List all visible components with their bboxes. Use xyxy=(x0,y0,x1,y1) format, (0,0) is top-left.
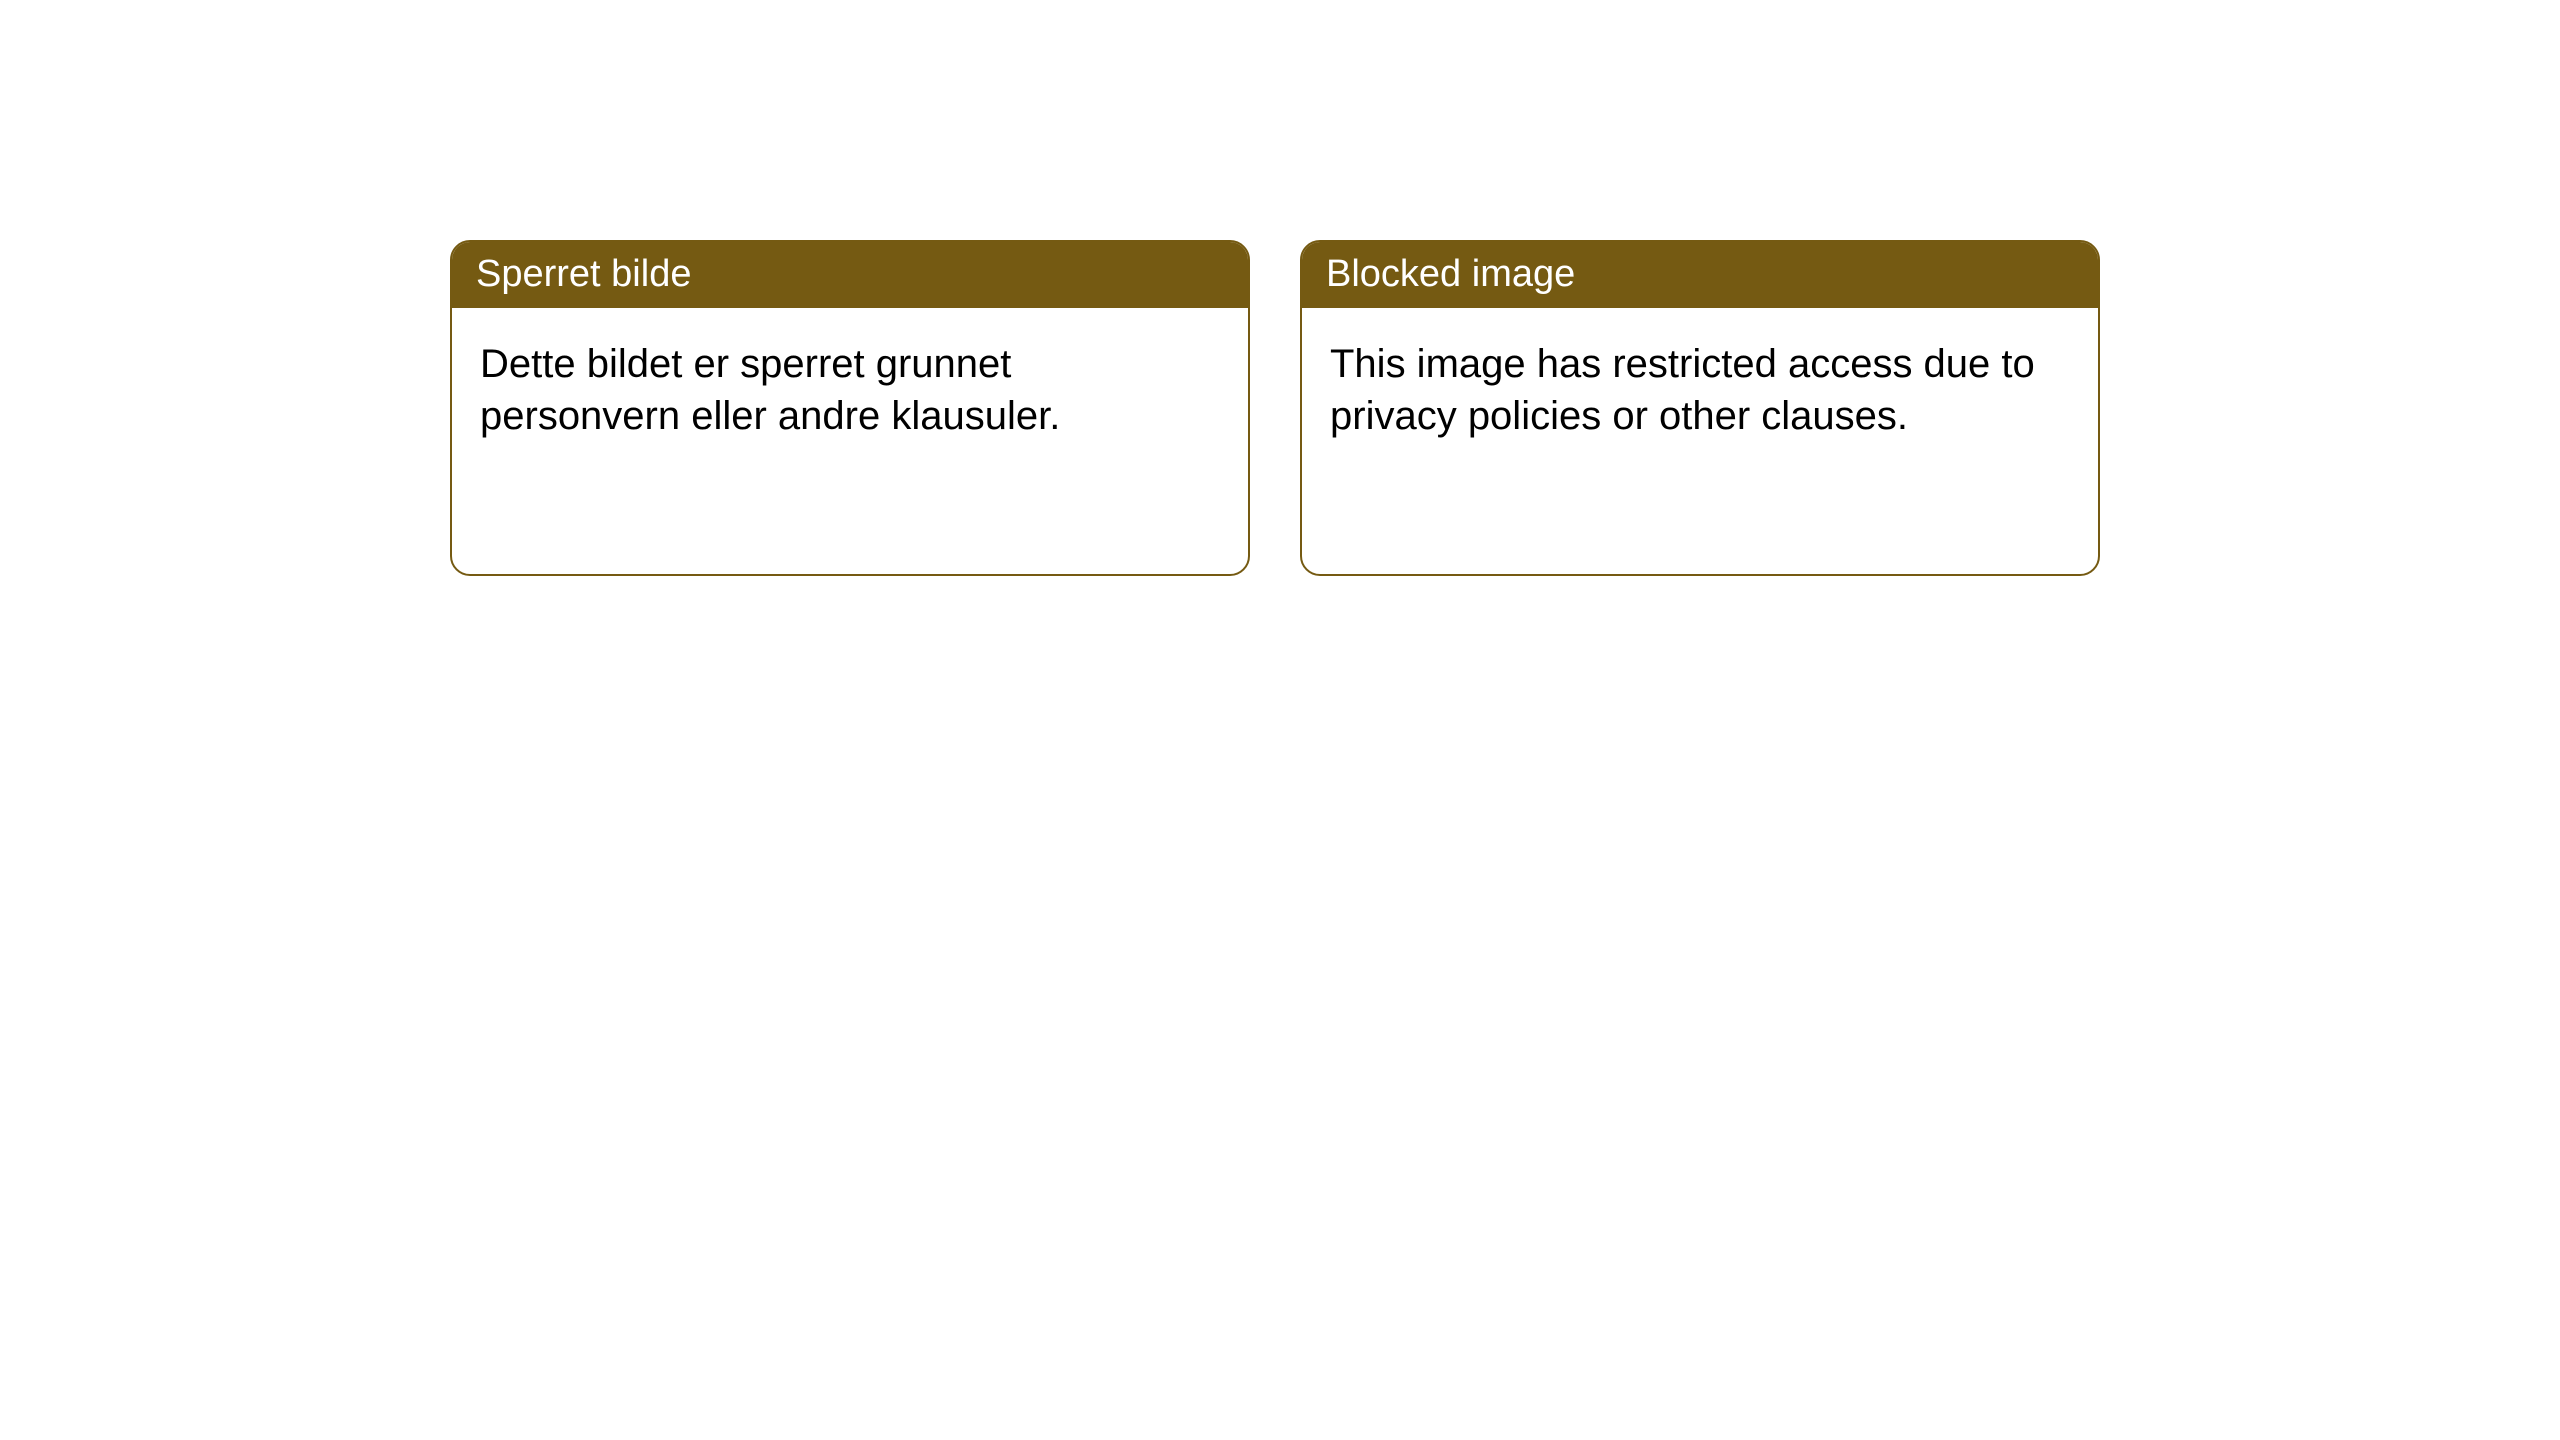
cards-container: Sperret bilde Dette bildet er sperret gr… xyxy=(0,0,2560,576)
card-title: Blocked image xyxy=(1326,253,1575,295)
card-header: Blocked image xyxy=(1302,242,2098,308)
blocked-image-card-en: Blocked image This image has restricted … xyxy=(1300,240,2100,576)
card-body-text: This image has restricted access due to … xyxy=(1330,342,2035,438)
card-header: Sperret bilde xyxy=(452,242,1248,308)
card-body-text: Dette bildet er sperret grunnet personve… xyxy=(480,342,1060,438)
card-title: Sperret bilde xyxy=(476,253,691,295)
blocked-image-card-no: Sperret bilde Dette bildet er sperret gr… xyxy=(450,240,1250,576)
card-body: This image has restricted access due to … xyxy=(1302,308,2098,472)
card-body: Dette bildet er sperret grunnet personve… xyxy=(452,308,1248,472)
